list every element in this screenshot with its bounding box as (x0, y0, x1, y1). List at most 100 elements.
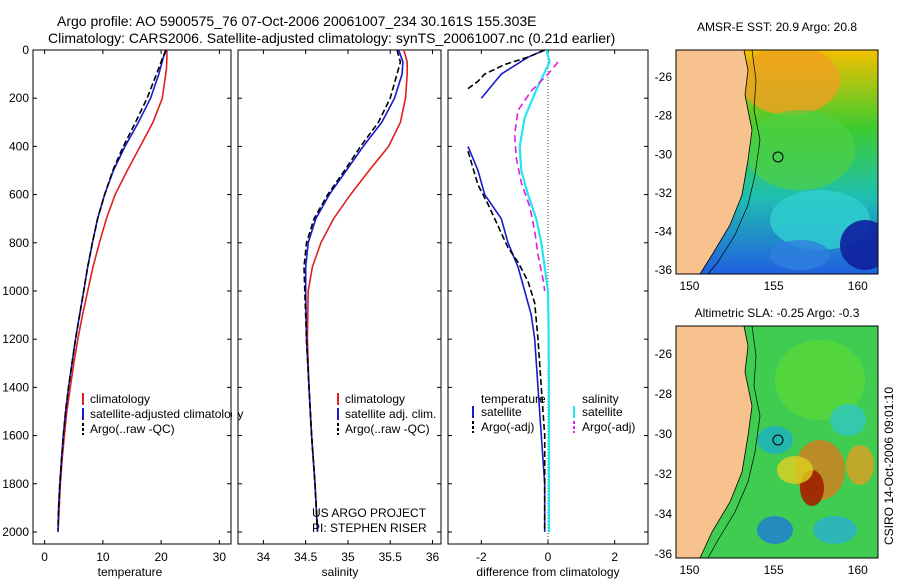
series-line-argo-adj- (467, 150, 546, 530)
sst-cold-patch (840, 220, 878, 270)
temperature-plot-frame (32, 49, 232, 545)
sla-low-patch (757, 426, 793, 454)
series-group (467, 50, 559, 532)
sst-map-frame (675, 49, 879, 275)
sla-orange-patch (846, 445, 874, 485)
sla-map-title: Altimetric SLA: -0.25 Argo: -0.3 (695, 306, 860, 320)
figure-title-line2: Climatology: CARS2006. Satellite-adjuste… (48, 30, 615, 46)
legend-label-satellite: satellite adj. clim. (345, 407, 436, 421)
x-tick-label: 2 (611, 550, 618, 564)
series-line-satellite (467, 146, 546, 532)
temperature-xlabel: temperature (98, 565, 163, 579)
legend-clip-cover (232, 392, 237, 422)
sst-map (676, 50, 878, 274)
x-tick-label: 30 (213, 550, 227, 564)
salinity-legend: climatology satellite adj. clim. Argo(..… (337, 392, 436, 436)
sla-blue-patch (757, 516, 793, 544)
legend-heading-temperature: temperature (481, 392, 546, 406)
legend-label-argo: Argo(..raw -QC) (345, 422, 430, 436)
map-y-tick-label: -36 (655, 547, 673, 561)
map-x-tick-label: 150 (679, 563, 699, 577)
figure-title-line1: Argo profile: AO 5900575_76 07-Oct-2006 … (57, 13, 537, 29)
y-tick-label: 1800 (2, 477, 29, 491)
legend-label-satellite: satellite-adjusted climatology (90, 407, 243, 421)
map-y-tick-label: -26 (655, 70, 673, 84)
map-y-tick-label: -28 (655, 109, 673, 123)
sst-shelf-contour (707, 50, 761, 274)
map-y-tick-label: -26 (655, 347, 673, 361)
salinity-xlabel: salinity (322, 565, 359, 579)
sla-land (676, 326, 753, 558)
sst-blue-patch (770, 240, 830, 270)
x-tick-label: 35.5 (379, 550, 403, 564)
sst-profile-marker (772, 151, 784, 163)
sst-land (676, 50, 753, 274)
series-line-argo-adj- (513, 61, 559, 292)
y-tick-label: 1200 (2, 332, 29, 346)
map-y-tick-label: -30 (655, 147, 673, 161)
legend-label-sal-argo: Argo(-adj) (582, 420, 635, 434)
map-x-tick-label: 155 (764, 279, 784, 293)
x-tick-label: -2 (476, 550, 487, 564)
sst-warm-patch (740, 50, 840, 115)
y-tick-label: 1600 (2, 429, 29, 443)
x-tick-label: 0 (545, 550, 552, 564)
y-tick-label: 0 (22, 43, 29, 57)
sla-cyan-patch-2 (813, 516, 857, 544)
map-y-tick-label: -30 (655, 427, 673, 441)
sla-cyan-patch (830, 404, 866, 436)
csiro-credit: CSIRO 14-Oct-2006 09:01:10 (882, 387, 896, 545)
legend-label-argo: Argo(..raw -QC) (90, 422, 175, 436)
map-y-tick-label: -32 (655, 186, 673, 200)
map-y-tick-label: -34 (655, 225, 673, 239)
project-label: US ARGO PROJECT (312, 506, 427, 520)
legend-label-temp-argo: Argo(-adj) (481, 420, 534, 434)
map-x-tick-label: 160 (848, 563, 868, 577)
series-line-argo-adj- (467, 50, 546, 90)
x-tick-label: 35 (341, 550, 355, 564)
map-y-tick-label: -34 (655, 507, 673, 521)
y-tick-label: 2000 (2, 525, 29, 539)
legend-label-climatology: climatology (90, 392, 150, 406)
salinity-plot-frame (237, 49, 442, 545)
sla-yellow-patch (777, 456, 813, 484)
x-tick-label: 34.5 (294, 550, 318, 564)
map-y-tick-label: -32 (655, 467, 673, 481)
sla-green-patch (775, 340, 865, 420)
series-line-argo-raw-qc- (57, 50, 167, 530)
map-x-tick-label: 150 (679, 279, 699, 293)
series-group (303, 50, 408, 533)
legend-label-climatology: climatology (345, 392, 405, 406)
temperature-legend: climatology satellite-adjusted climatolo… (82, 392, 243, 436)
difference-xlabel: difference from climatology (476, 565, 619, 579)
x-tick-label: 10 (96, 550, 110, 564)
series-group (57, 50, 168, 533)
sst-map-title: AMSR-E SST: 20.9 Argo: 20.8 (697, 20, 857, 34)
sla-profile-marker (772, 434, 784, 446)
map-x-tick-label: 160 (848, 279, 868, 293)
sst-green-patch (745, 110, 855, 190)
pi-label: PI: STEPHEN RISER (312, 521, 427, 535)
sla-shelf-contour (707, 326, 761, 558)
x-tick-label: 20 (154, 550, 168, 564)
y-tick-label: 1400 (2, 380, 29, 394)
y-tick-label: 800 (9, 236, 29, 250)
y-tick-label: 600 (9, 188, 29, 202)
map-y-tick-label: -36 (655, 263, 673, 277)
legend-label-temp-satellite: satellite (481, 405, 522, 419)
y-tick-label: 200 (9, 91, 29, 105)
series-line-argo-raw-qc- (303, 50, 402, 530)
x-tick-label: 34 (257, 550, 271, 564)
sla-map (676, 326, 878, 558)
x-tick-label: 0 (41, 550, 48, 564)
series-line-climatology (57, 50, 168, 533)
series-line-satellite (518, 50, 551, 532)
legend-heading-salinity: salinity (582, 392, 619, 406)
y-tick-label: 400 (9, 139, 29, 153)
legend-label-sal-satellite: satellite (582, 405, 623, 419)
map-y-tick-label: -28 (655, 387, 673, 401)
difference-legend: temperature satellite Argo(-adj) salinit… (472, 392, 635, 434)
map-x-tick-label: 155 (764, 563, 784, 577)
x-tick-label: 36 (426, 550, 440, 564)
